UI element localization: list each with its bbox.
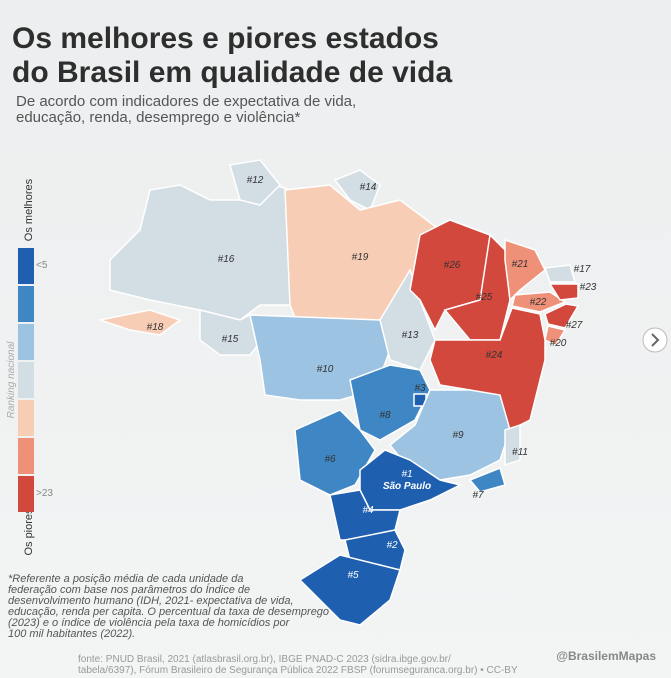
state [544, 303, 580, 329]
legend-swatch [18, 286, 34, 322]
state-label: #23 [580, 282, 597, 293]
state-label: #18 [147, 322, 164, 333]
legend-top: Os melhores [23, 178, 35, 241]
state [468, 466, 506, 493]
state-label: #7 [472, 490, 484, 501]
state [544, 325, 567, 346]
state-label: #1 [401, 469, 412, 480]
state [97, 309, 182, 336]
footnote: educação, renda per capita. O percentual… [8, 606, 329, 618]
state-label: #14 [360, 182, 377, 193]
legend: Os melhores <5 Ranking nacional >23 Os p… [6, 178, 53, 555]
legend-swatch [18, 248, 34, 284]
state-label: #20 [550, 338, 567, 349]
subtitle: educação, renda, desemprego e violência* [16, 109, 301, 126]
state-label: #19 [352, 252, 369, 263]
next-button[interactable] [642, 327, 668, 353]
subtitle: De acordo com indicadores de expectativa… [16, 93, 356, 110]
state-label: #24 [486, 350, 503, 361]
state [504, 238, 546, 302]
state [504, 423, 521, 467]
footnote: (2023) e o índice de violência pela taxa… [8, 617, 291, 629]
footnote: *Referente a posição média de cada unida… [8, 573, 243, 585]
state-label: #27 [566, 320, 583, 331]
title: do Brasil em qualidade de vida [12, 56, 452, 89]
city-label: São Paulo [383, 481, 431, 492]
state-label: #15 [222, 334, 239, 345]
state-label: #10 [317, 364, 334, 375]
map [97, 159, 580, 626]
state-label: #2 [386, 540, 398, 551]
state [298, 554, 401, 626]
state-label: #4 [362, 505, 374, 516]
state-label: #12 [247, 175, 264, 186]
legend-swatch [18, 476, 34, 512]
state [511, 291, 567, 313]
title: Os melhores e piores estados [12, 22, 439, 55]
footnote: federação com base nos parâmetros do Índ… [8, 583, 250, 596]
state [109, 179, 301, 321]
state [388, 389, 511, 481]
legend-axis: Ranking nacional [6, 341, 17, 418]
legend-high: >23 [36, 488, 53, 499]
state-label: #26 [444, 260, 461, 271]
state-label: #16 [218, 254, 235, 265]
state [429, 307, 546, 431]
legend-bottom: Os piores [23, 508, 35, 556]
legend-swatch [18, 362, 34, 398]
state-label: #21 [512, 259, 529, 270]
state-label: #8 [379, 410, 391, 421]
source: tabela/6397), Fórum Brasileiro de Segura… [78, 665, 518, 676]
legend-swatch [18, 324, 34, 360]
footnote: 100 mil habitantes (2022). [8, 628, 135, 640]
state [548, 283, 579, 301]
legend-swatch [18, 438, 34, 474]
footnote: desenvolvimento humano (IDH, 2021- expec… [8, 595, 294, 607]
state-label: #11 [512, 447, 528, 458]
state-label: #5 [347, 570, 359, 581]
state-label: #3 [414, 383, 426, 394]
source: fonte: PNUD Brasil, 2021 (atlasbrasil.or… [78, 654, 451, 665]
state-label: #13 [402, 330, 419, 341]
legend-swatch [18, 400, 34, 436]
state-label: #6 [324, 454, 336, 465]
state-label: #22 [530, 297, 547, 308]
legend-low: <5 [36, 260, 48, 271]
state [543, 264, 577, 283]
state [333, 169, 381, 212]
state-label: #17 [574, 264, 591, 275]
state-label: #9 [452, 430, 464, 441]
state [229, 159, 282, 206]
credit: @BrasilemMapas [556, 649, 656, 663]
state-label: #25 [476, 292, 493, 303]
next-icon [651, 333, 660, 347]
